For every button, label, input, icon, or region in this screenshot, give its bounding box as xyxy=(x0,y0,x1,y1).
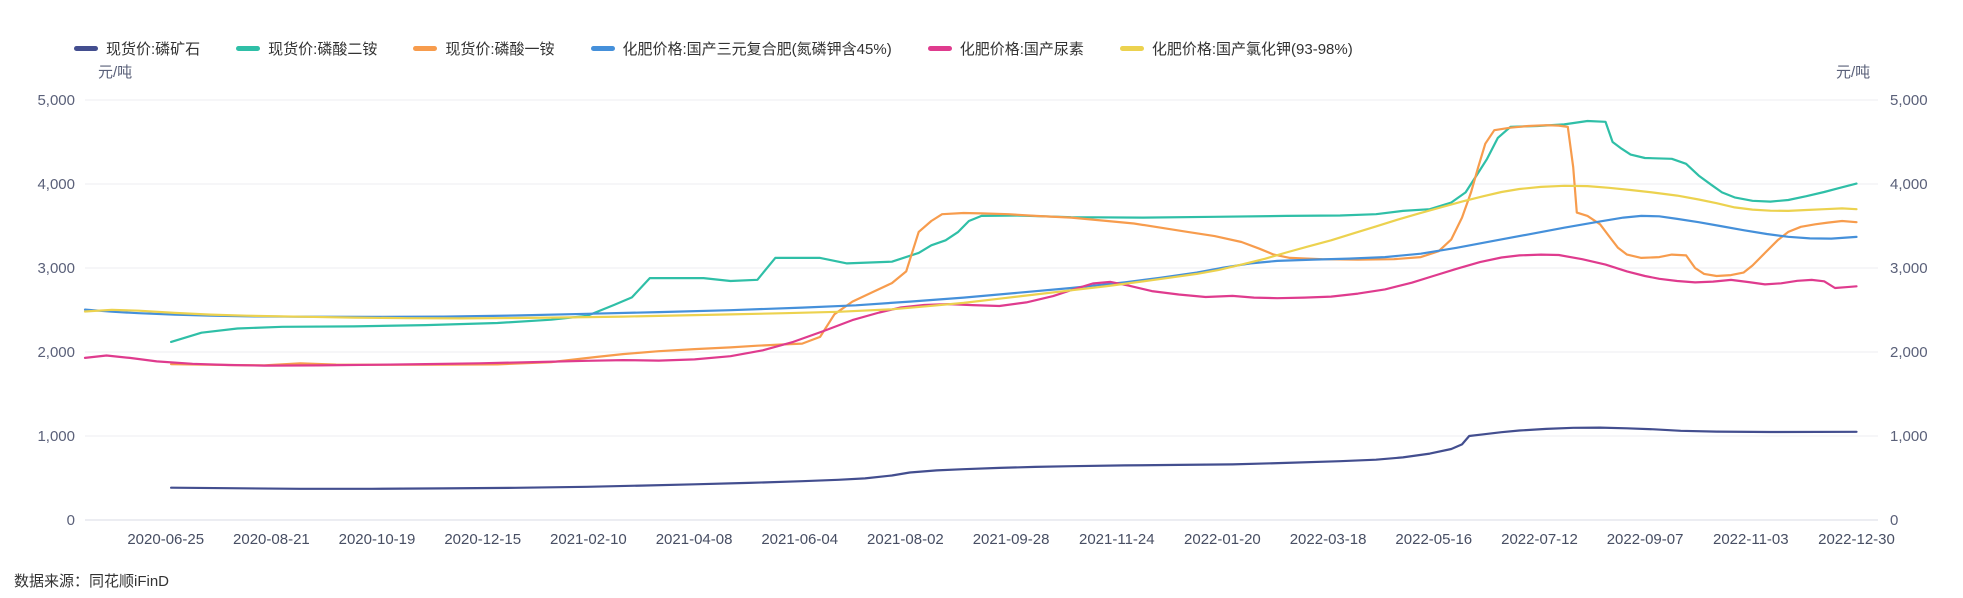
series-line-linsuanyian[interactable] xyxy=(170,124,1858,367)
y-axis-label-right: 1,000 xyxy=(1890,428,1928,445)
legend-item-lvhuajia[interactable]: 化肥价格:国产氯化钾(93-98%) xyxy=(1119,38,1353,59)
x-axis-label: 2021-08-02 xyxy=(867,531,944,548)
y-axis-label-left: 5,000 xyxy=(37,92,75,109)
y-axis-label-right: 4,000 xyxy=(1890,176,1928,193)
y-axis-label-left: 2,000 xyxy=(37,344,75,361)
y-axis-label-right: 2,000 xyxy=(1890,344,1928,361)
legend-dash-icon xyxy=(236,46,261,51)
x-axis-label: 2022-07-12 xyxy=(1501,531,1578,548)
x-axis-label: 2021-09-28 xyxy=(973,531,1050,548)
y-axis-label-left: 3,000 xyxy=(37,260,75,277)
series-line-niaosu[interactable] xyxy=(83,253,1858,367)
legend-dash-icon xyxy=(74,46,98,51)
y-axis-unit-right: 元/吨 xyxy=(1836,64,1871,81)
legend-label: 现货价:磷矿石 xyxy=(106,41,201,58)
legend-label: 现货价:磷酸一铵 xyxy=(445,41,555,58)
legend-dash-icon xyxy=(927,46,952,51)
y-axis-label-left: 1,000 xyxy=(37,428,75,445)
x-axis-label: 2021-06-04 xyxy=(761,531,838,548)
series-line-linkuangshi[interactable] xyxy=(170,426,1858,490)
legend-item-linkuangshi[interactable]: 现货价:磷矿石 xyxy=(74,38,200,59)
legend-item-fuhefei[interactable]: 化肥价格:国产三元复合肥(氮磷钾含45%) xyxy=(590,38,892,59)
price-line-chart: 0 0 1,000 1,000 2,000 2,000 3,000 3,000 4,000 4,0… xyxy=(37,92,1928,548)
x-axis-label: 2020-08-21 xyxy=(233,531,310,548)
legend-item-linsuaneran[interactable]: 现货价:磷酸二铵 xyxy=(236,38,377,59)
legend-label: 现货价:磷酸二铵 xyxy=(268,41,378,58)
x-axis-label: 2022-05-16 xyxy=(1395,531,1472,548)
x-axis-label: 2022-11-03 xyxy=(1713,531,1789,548)
legend-dash-icon xyxy=(590,46,615,51)
x-axis-label: 2022-09-07 xyxy=(1607,531,1684,548)
series-line-linsuaneran[interactable] xyxy=(170,119,1858,343)
y-axis-label-right: 5,000 xyxy=(1890,92,1928,109)
y-axis-label-left: 4,000 xyxy=(37,176,75,193)
legend-label: 化肥价格:国产氯化钾(93-98%) xyxy=(1151,41,1353,58)
legend-label: 化肥价格:国产三元复合肥(氮磷钾含45%) xyxy=(622,41,892,58)
data-source-note: 数据来源：同花顺iFinD xyxy=(14,573,170,590)
x-axis-label: 2020-10-19 xyxy=(339,531,416,548)
x-axis-label: 2021-11-24 xyxy=(1079,531,1155,548)
legend: 现货价:磷矿石 现货价:磷酸二铵 现货价:磷酸一铵 化肥价格:国产三元复合肥(氮磷钾含… xyxy=(74,38,1353,59)
x-axis-label: 2020-06-25 xyxy=(127,531,204,548)
x-axis-label: 2021-02-10 xyxy=(550,531,627,548)
legend-dash-icon xyxy=(413,46,438,51)
y-axis-label-left: 0 xyxy=(67,512,75,529)
series-line-lvhuajia[interactable] xyxy=(83,184,1858,320)
y-axis-label-right: 0 xyxy=(1890,512,1898,529)
x-axis-label: 2020-12-15 xyxy=(444,531,521,548)
y-axis-unit-left: 元/吨 xyxy=(98,64,133,81)
legend-dash-icon xyxy=(1119,46,1144,51)
legend-item-linsuanyian[interactable]: 现货价:磷酸一铵 xyxy=(413,38,555,59)
x-axis-label: 2021-04-08 xyxy=(656,531,733,548)
legend-label: 化肥价格:国产尿素 xyxy=(959,41,1084,58)
x-axis-label: 2022-12-30 xyxy=(1818,531,1895,548)
x-axis-label: 2022-03-18 xyxy=(1290,531,1367,548)
x-axis-label: 2022-01-20 xyxy=(1184,531,1261,548)
y-axis-label-right: 3,000 xyxy=(1890,260,1928,277)
legend-item-niaosu[interactable]: 化肥价格:国产尿素 xyxy=(927,38,1084,59)
